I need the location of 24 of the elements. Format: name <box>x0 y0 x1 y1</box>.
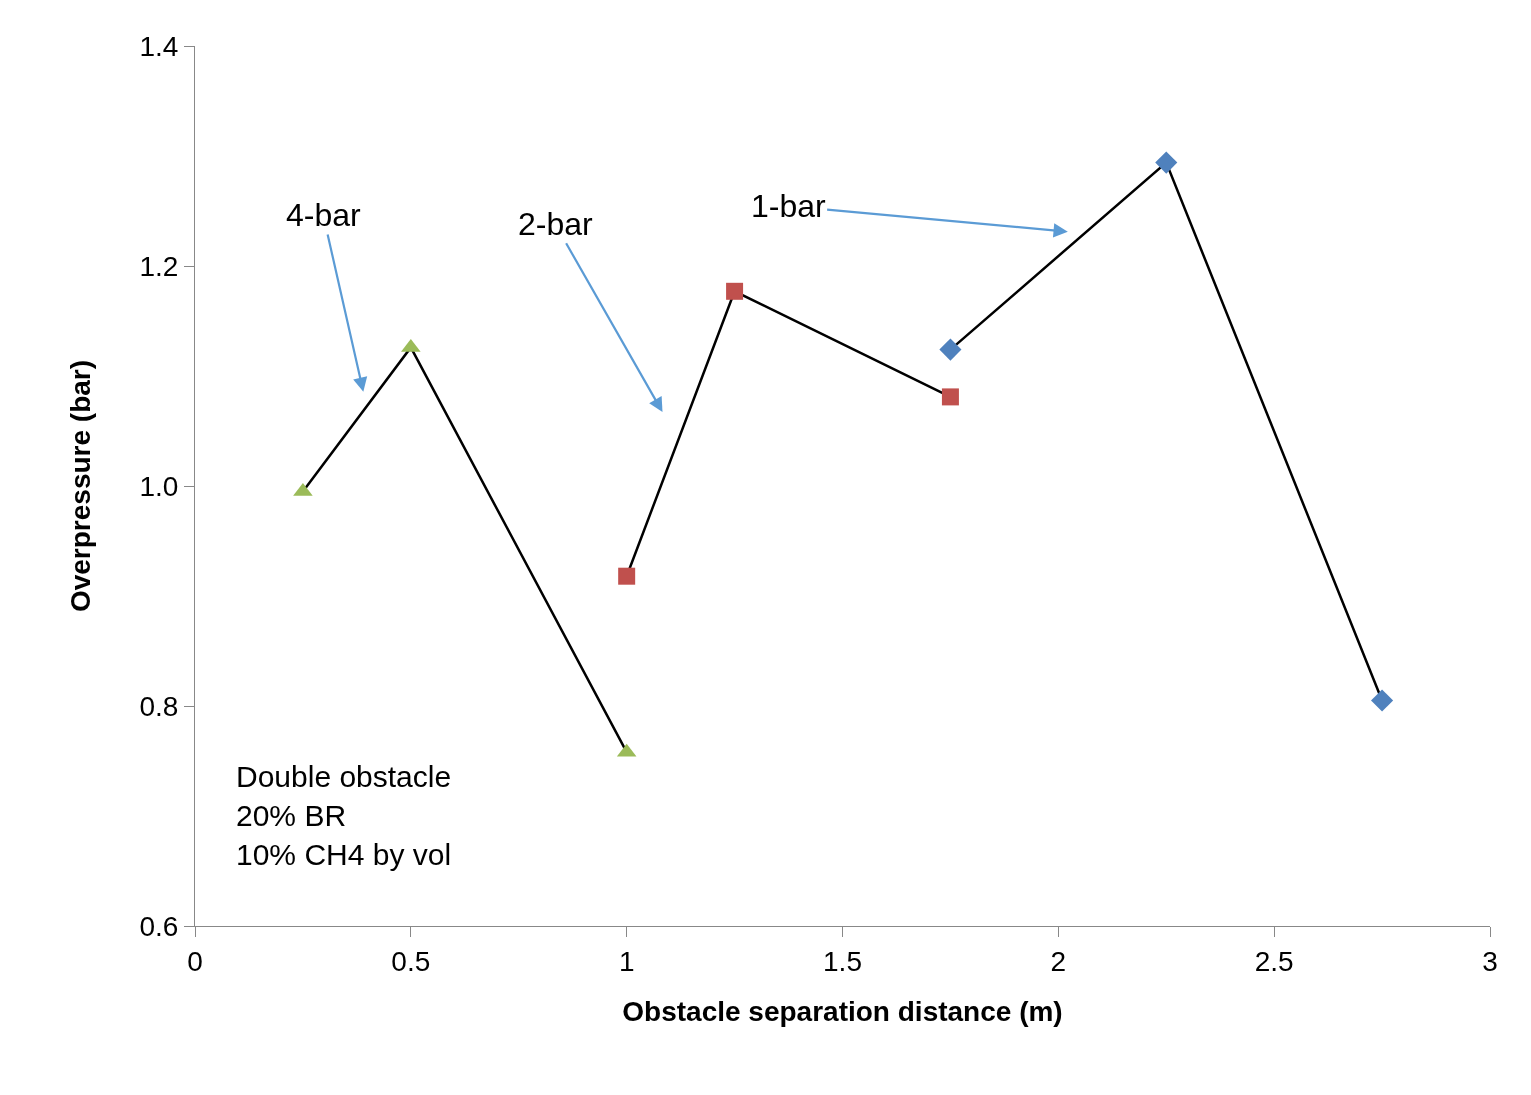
y-tick-label: 0.6 <box>139 910 179 942</box>
x-tick-label: 0 <box>187 945 203 977</box>
annotation: 4-bar <box>286 197 362 233</box>
x-axis-title: Obstacle separation distance (m) <box>622 995 1063 1027</box>
point <box>1371 689 1394 712</box>
x-tick-label: 1.5 <box>823 945 862 977</box>
annotation: 1-bar <box>751 188 827 224</box>
point <box>939 338 962 361</box>
annotation: Double obstacle 20% BR 10% CH4 by vol <box>236 760 452 871</box>
x-tick-label: 2 <box>1050 945 1067 977</box>
y-tick-label: 1.4 <box>139 30 179 62</box>
x-tick-label: 0.5 <box>391 945 431 977</box>
point <box>618 567 636 585</box>
point <box>726 282 744 300</box>
point <box>941 388 959 406</box>
annotation: 2-bar <box>518 206 594 242</box>
y-axis-title: Overpressure (bar) <box>65 359 97 613</box>
x-tick-label: 1 <box>618 945 635 977</box>
x-tick-label: 3 <box>1482 945 1498 977</box>
x-tick-label: 2.5 <box>1254 945 1294 977</box>
y-tick-label: 1.2 <box>139 250 179 282</box>
y-tick-label: 0.8 <box>139 690 179 722</box>
y-tick-label: 1.0 <box>139 470 179 502</box>
point <box>1155 151 1178 174</box>
